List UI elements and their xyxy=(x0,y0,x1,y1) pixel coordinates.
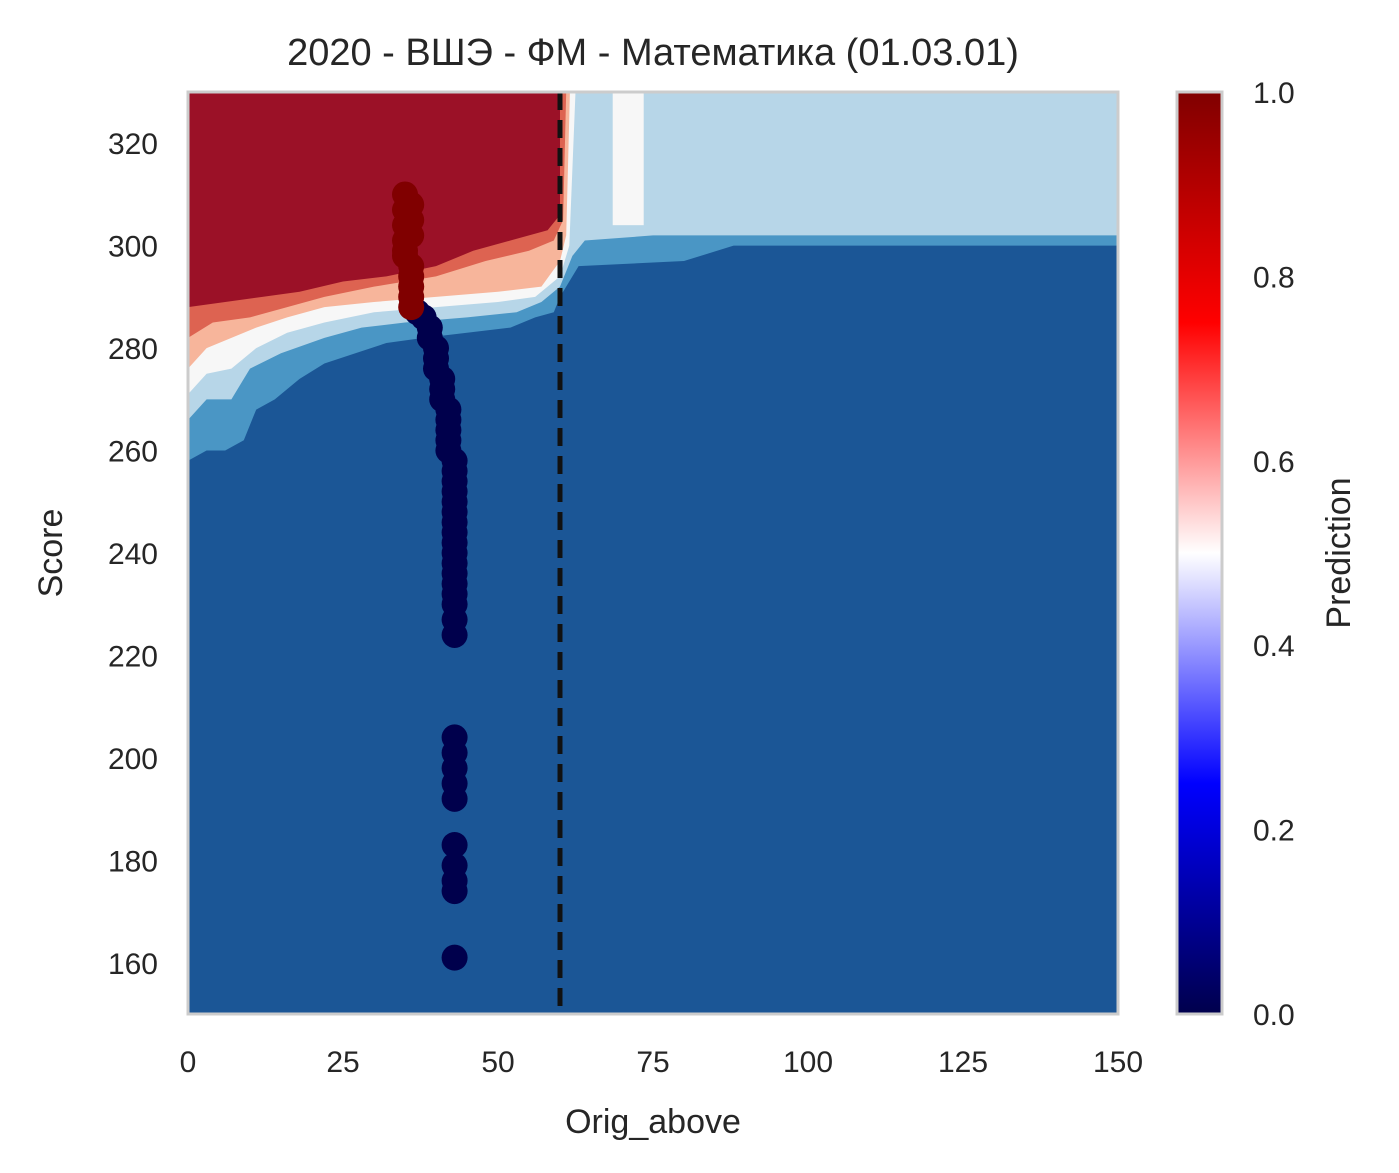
y-tick-label: 300 xyxy=(108,231,158,264)
x-tick-label: 50 xyxy=(481,1046,514,1079)
colorbar-label: Prediction xyxy=(1320,477,1358,628)
contour-patch-neutral xyxy=(612,92,644,226)
y-tick-label: 320 xyxy=(108,128,158,161)
x-tick-label: 0 xyxy=(180,1046,197,1079)
colorbar-tick-label: 0.8 xyxy=(1253,261,1295,294)
y-tick-label: 180 xyxy=(108,845,158,878)
rejected-point xyxy=(441,785,468,812)
x-tick-label: 100 xyxy=(783,1046,833,1079)
x-tick-label: 125 xyxy=(938,1046,988,1079)
y-tick-label: 260 xyxy=(108,436,158,469)
accepted-points xyxy=(392,181,425,321)
accepted-point xyxy=(398,294,425,321)
chart-title: 2020 - ВШЭ - ФМ - Математика (01.03.01) xyxy=(287,32,1019,74)
accepted-point xyxy=(392,237,418,264)
y-tick-label: 280 xyxy=(108,333,158,366)
y-tick-label: 220 xyxy=(108,640,158,673)
rejected-point xyxy=(441,944,468,971)
rejected-point xyxy=(441,621,468,648)
plot-area xyxy=(188,92,1118,1014)
rejected-point xyxy=(441,831,468,858)
x-axis-ticks: 0 25 50 75 100 125 150 xyxy=(180,1046,1143,1079)
colorbar-tick-label: 1.0 xyxy=(1253,77,1295,110)
colorbar-tick-label: 0.0 xyxy=(1253,999,1295,1032)
y-axis-label: Score xyxy=(32,509,70,598)
plot-frame xyxy=(186,90,1120,1016)
y-tick-label: 160 xyxy=(108,948,158,981)
y-tick-label: 240 xyxy=(108,538,158,571)
colorbar xyxy=(1175,90,1224,1016)
contour-regions xyxy=(188,92,1118,1014)
rejected-point xyxy=(441,878,468,905)
y-tick-label: 200 xyxy=(108,743,158,776)
colorbar-tick-label: 0.6 xyxy=(1253,446,1295,479)
x-tick-label: 25 xyxy=(326,1046,359,1079)
colorbar-tick-label: 0.2 xyxy=(1253,815,1295,848)
x-tick-label: 75 xyxy=(636,1046,669,1079)
x-axis-label: Orig_above xyxy=(565,1103,741,1141)
y-axis-ticks: 160 180 200 220 240 260 280 300 320 xyxy=(108,128,158,981)
colorbar-tick-label: 0.4 xyxy=(1253,630,1295,663)
x-tick-label: 150 xyxy=(1093,1046,1143,1079)
colorbar-ticks: 0.0 0.2 0.4 0.6 0.8 1.0 xyxy=(1253,77,1295,1032)
contour-level-6 xyxy=(188,92,560,308)
